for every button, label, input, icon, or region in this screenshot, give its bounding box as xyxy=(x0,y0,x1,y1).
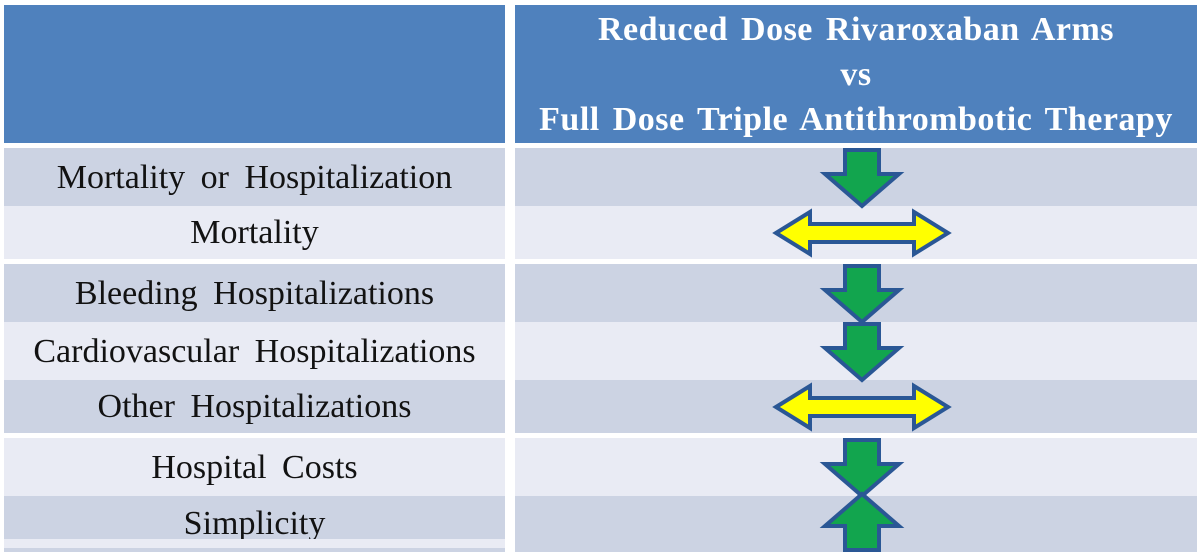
row-arrow-cell xyxy=(515,491,1197,552)
table-row: Bleeding Hospitalizations xyxy=(4,264,1197,325)
column-divider xyxy=(505,438,515,498)
table-row: Cardiovascular Hospitalizations xyxy=(4,322,1197,383)
table-row: Hospital Costs xyxy=(4,438,1197,499)
row-arrow-cell xyxy=(515,322,1197,383)
header-title-line-2: vs xyxy=(840,55,872,93)
column-divider xyxy=(505,539,515,548)
bottom-sliver-label-cell xyxy=(4,539,505,548)
table-row: Mortality xyxy=(4,206,1197,259)
green-down-arrow-icon xyxy=(819,148,905,209)
column-divider xyxy=(505,206,515,259)
column-divider xyxy=(505,148,515,208)
table-header-row: Reduced Dose Rivaroxaban Arms vs Full Do… xyxy=(4,5,1197,143)
row-arrow-cell xyxy=(515,264,1197,325)
row-label: Cardiovascular Hospitalizations xyxy=(4,322,505,382)
green-down-arrow-icon xyxy=(819,438,905,499)
green-down-arrow-icon xyxy=(819,322,905,383)
row-label: Other Hospitalizations xyxy=(4,380,505,433)
green-down-arrow-icon xyxy=(819,264,905,325)
table-body: Mortality or Hospitalization Mortality Ble… xyxy=(4,148,1197,552)
row-arrow-cell xyxy=(515,380,1197,433)
column-divider xyxy=(505,322,515,382)
header-title: Reduced Dose Rivaroxaban Arms vs Full Do… xyxy=(515,5,1197,143)
header-empty-cell xyxy=(4,5,505,143)
header-title-line-1: Reduced Dose Rivaroxaban Arms xyxy=(597,10,1115,48)
column-divider xyxy=(505,264,515,324)
row-label: Mortality xyxy=(4,206,505,259)
yellow-left-right-arrow-icon xyxy=(772,381,952,432)
row-arrow-cell xyxy=(515,206,1197,259)
row-label: Mortality or Hospitalization xyxy=(4,148,505,208)
header-title-line-3: Full Dose Triple Antithrombotic Therapy xyxy=(539,100,1173,138)
row-label: Bleeding Hospitalizations xyxy=(4,264,505,324)
green-up-arrow-icon xyxy=(819,491,905,552)
column-divider xyxy=(505,380,515,433)
comparison-table: Reduced Dose Rivaroxaban Arms vs Full Do… xyxy=(4,5,1197,552)
table-row: Other Hospitalizations xyxy=(4,380,1197,433)
table-row: Simplicity xyxy=(4,491,1197,552)
row-arrow-cell xyxy=(515,438,1197,499)
table-row: Mortality or Hospitalization xyxy=(4,148,1197,209)
row-label: Hospital Costs xyxy=(4,438,505,498)
row-arrow-cell xyxy=(515,148,1197,209)
column-divider xyxy=(505,5,515,143)
yellow-left-right-arrow-icon xyxy=(772,207,952,258)
